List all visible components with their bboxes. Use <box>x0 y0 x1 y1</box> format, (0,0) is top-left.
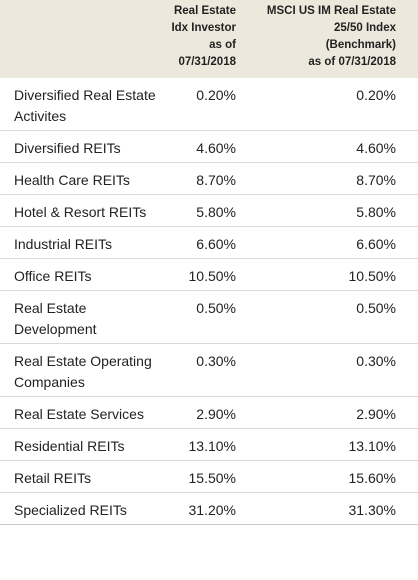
table-header: Real Estate Idx Investor as of 07/31/201… <box>0 0 418 78</box>
table-row: Retail REITs 15.50% 15.60% <box>0 460 418 493</box>
header-benchmark-line: as of 07/31/2018 <box>308 56 396 68</box>
table-row: Diversified Real Estate Activites 0.20% … <box>0 78 418 131</box>
fund-weight: 2.90% <box>164 396 248 429</box>
table-body: Diversified Real Estate Activites 0.20% … <box>0 78 418 525</box>
sector-label: Industrial REITs <box>0 226 164 259</box>
header-benchmark-line: 25/50 Index <box>333 22 396 34</box>
fund-weight: 5.80% <box>164 194 248 227</box>
benchmark-weight: 10.50% <box>248 258 418 291</box>
table-row: Hotel & Resort REITs 5.80% 5.80% <box>0 194 418 227</box>
header-fund-line: Real Estate <box>173 5 236 17</box>
fund-weight: 31.20% <box>164 492 248 525</box>
sector-label: Retail REITs <box>0 460 164 493</box>
sector-label: Health Care REITs <box>0 162 164 195</box>
fund-weight: 4.60% <box>164 130 248 163</box>
benchmark-weight: 15.60% <box>248 460 418 493</box>
table-row: Real Estate Services 2.90% 2.90% <box>0 396 418 429</box>
fund-weight: 0.50% <box>164 290 248 344</box>
benchmark-weight: 31.30% <box>248 492 418 525</box>
benchmark-weight: 0.20% <box>248 78 418 131</box>
fund-weight: 13.10% <box>164 428 248 461</box>
table-row: Industrial REITs 6.60% 6.60% <box>0 226 418 259</box>
sector-label: Real Estate Services <box>0 396 164 429</box>
header-fund-line: 07/31/2018 <box>178 56 236 68</box>
benchmark-weight: 0.30% <box>248 343 418 397</box>
header-benchmark: MSCI US IM Real Estate 25/50 Index (Benc… <box>248 0 418 78</box>
fund-weight: 8.70% <box>164 162 248 195</box>
header-fund-line: Idx Investor <box>171 22 236 34</box>
fund-weight: 0.20% <box>164 78 248 131</box>
benchmark-weight: 8.70% <box>248 162 418 195</box>
benchmark-weight: 4.60% <box>248 130 418 163</box>
fund-weight: 0.30% <box>164 343 248 397</box>
table-row: Real Estate Development 0.50% 0.50% <box>0 290 418 344</box>
sector-label: Diversified REITs <box>0 130 164 163</box>
table-row: Residential REITs 13.10% 13.10% <box>0 428 418 461</box>
header-row: Real Estate Idx Investor as of 07/31/201… <box>0 0 418 78</box>
benchmark-weight: 2.90% <box>248 396 418 429</box>
sector-label: Real Estate Development <box>0 290 164 344</box>
table-row: Office REITs 10.50% 10.50% <box>0 258 418 291</box>
fund-weight: 15.50% <box>164 460 248 493</box>
table-row: Specialized REITs 31.20% 31.30% <box>0 492 418 525</box>
fund-weight: 10.50% <box>164 258 248 291</box>
header-fund: Real Estate Idx Investor as of 07/31/201… <box>164 0 248 78</box>
sector-label: Specialized REITs <box>0 492 164 525</box>
benchmark-weight: 5.80% <box>248 194 418 227</box>
header-fund-line: as of <box>209 39 236 51</box>
sector-label: Diversified Real Estate Activites <box>0 78 164 131</box>
benchmark-weight: 0.50% <box>248 290 418 344</box>
sector-allocation-table: Real Estate Idx Investor as of 07/31/201… <box>0 0 418 525</box>
sector-label: Residential REITs <box>0 428 164 461</box>
table-row: Real Estate Operating Companies 0.30% 0.… <box>0 343 418 397</box>
table-row: Diversified REITs 4.60% 4.60% <box>0 130 418 163</box>
benchmark-weight: 6.60% <box>248 226 418 259</box>
table-row: Health Care REITs 8.70% 8.70% <box>0 162 418 195</box>
sector-label: Office REITs <box>0 258 164 291</box>
sector-label: Hotel & Resort REITs <box>0 194 164 227</box>
sector-label: Real Estate Operating Companies <box>0 343 164 397</box>
fund-weight: 6.60% <box>164 226 248 259</box>
header-benchmark-line: (Benchmark) <box>325 39 396 51</box>
benchmark-weight: 13.10% <box>248 428 418 461</box>
header-benchmark-line: MSCI US IM Real Estate <box>266 5 396 17</box>
header-sector <box>0 0 164 78</box>
